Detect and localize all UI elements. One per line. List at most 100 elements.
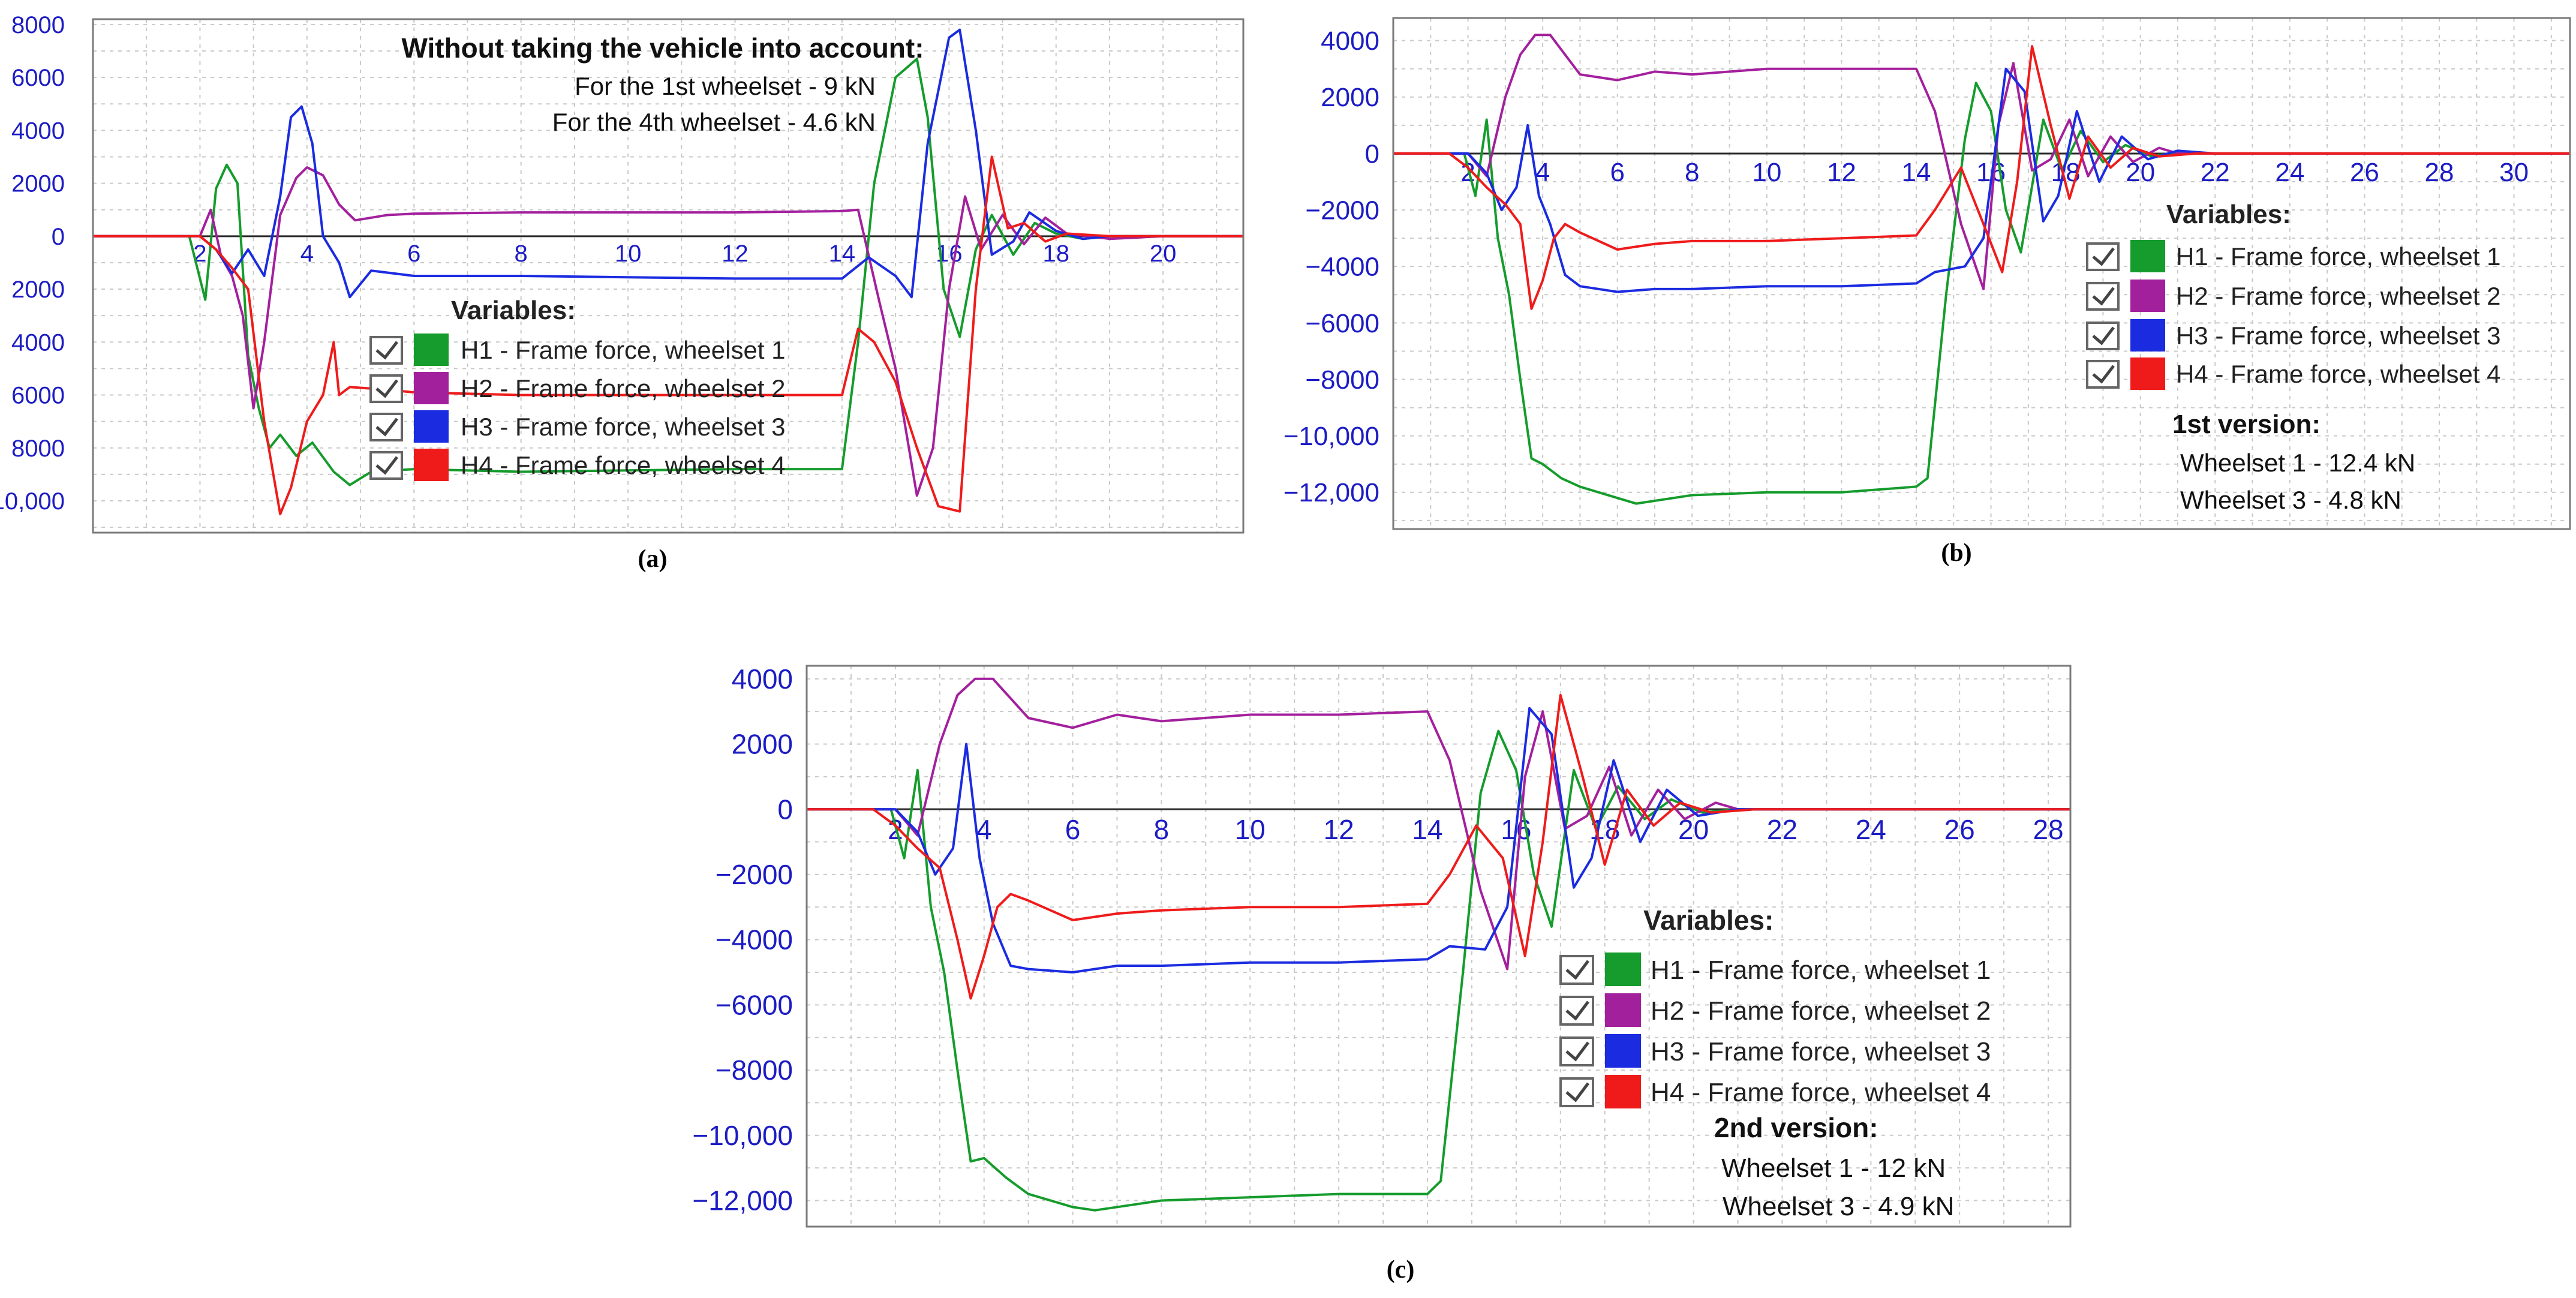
panel-c: 4000 2000 0 −2000 −4000 −6000 −8000 −10,000 −12,…	[692, 663, 2072, 1284]
legend-checkbox-a-h3[interactable]	[369, 413, 403, 441]
x-tick-label: 14	[1902, 158, 1931, 187]
x-tick-label: 24	[2275, 158, 2304, 187]
check-icon	[375, 456, 398, 475]
y-tick-label: 4000	[732, 663, 793, 695]
x-tick-label: 12	[1324, 814, 1354, 845]
legend-checkbox-c-h1[interactable]	[1559, 955, 1594, 985]
y-tick-label: 0	[52, 224, 65, 250]
legend-item-c-h2: H2 - Frame force, wheelset 2	[1559, 993, 1991, 1027]
x-tick-label: 8	[1154, 814, 1170, 845]
legend-item-b-h1: H1 - Frame force, wheelset 1	[2086, 240, 2501, 272]
caption-a: (a)	[638, 545, 668, 573]
annotation-c-1: 2nd version:	[1714, 1112, 1878, 1143]
y-tick-label: −12,000	[692, 1185, 793, 1216]
x-tick-label: 12	[1827, 158, 1856, 187]
x-tick-label: 30	[2499, 158, 2529, 187]
y-tick-label: −4000	[1305, 253, 1379, 282]
x-tick-labels-b: 2 4 6 8 10 12 14 16 18 20 22 24 26 28 30	[1460, 158, 2529, 187]
legend-swatch-b-h3	[2130, 319, 2165, 351]
check-icon	[375, 379, 398, 398]
x-tick-label: 12	[722, 241, 749, 267]
x-tick-label: 10	[615, 241, 642, 267]
x-tick-label: 10	[1235, 814, 1266, 845]
series-line-h4	[1393, 45, 2570, 310]
series-line-h4	[807, 693, 2070, 1000]
legend-swatch-c-h4	[1605, 1075, 1641, 1108]
legend-label-a-h2: H2 - Frame force, wheelset 2	[461, 374, 786, 402]
annotation-a-3: For the 4th wheelset - 4.6 kN	[552, 108, 876, 136]
x-tick-labels-a: 2 4 6 8 10 12 14 16 18 20	[193, 241, 1176, 267]
plot-frame-b	[1392, 17, 2571, 530]
legend-item-c-h1: H1 - Frame force, wheelset 1	[1559, 953, 1991, 986]
legend-swatch-a-h4	[414, 449, 449, 481]
legend-swatch-c-h3	[1605, 1034, 1641, 1068]
legend-item-a-h4: H4 - Frame force, wheelset 4	[369, 449, 786, 481]
caption-c: (c)	[1387, 1256, 1415, 1284]
y-tick-label: −4000	[716, 924, 793, 956]
legend-a: Variables: H1 - Frame force, wheelset 1 …	[369, 296, 786, 481]
annotation-a-1: Without taking the vehicle into account:	[401, 32, 924, 64]
y-tick-label: −10,000	[692, 1120, 793, 1151]
legend-checkbox-a-h4[interactable]	[369, 451, 403, 480]
caption-b: (b)	[1941, 539, 1971, 567]
y-tick-label: 4000	[1321, 26, 1379, 56]
x-tick-label: 28	[2033, 814, 2063, 845]
check-icon	[375, 417, 398, 437]
series-group-b	[1393, 34, 2570, 505]
x-tick-label: 26	[2350, 158, 2379, 187]
y-tick-label: 2000	[1321, 83, 1379, 112]
legend-checkbox-a-h2[interactable]	[369, 374, 403, 403]
annotation-c-3: Wheelset 3 - 4.9 kN	[1723, 1192, 1954, 1221]
x-tick-label: 22	[1767, 814, 1798, 845]
legend-checkbox-b-h3[interactable]	[2086, 322, 2120, 350]
legend-item-a-h3: H3 - Frame force, wheelset 3	[369, 410, 786, 443]
legend-checkbox-c-h3[interactable]	[1559, 1036, 1594, 1066]
y-tick-labels-b: 4000 2000 0 −2000 −4000 −6000 −8000 −10,000 −12,…	[1284, 26, 1379, 507]
y-tick-label: −10,000	[1284, 422, 1379, 451]
legend-label-b-h3: H3 - Frame force, wheelset 3	[2176, 322, 2501, 350]
check-icon	[2092, 247, 2115, 266]
x-tick-label: 6	[407, 241, 420, 267]
legend-checkbox-b-h4[interactable]	[2086, 360, 2120, 389]
check-icon	[2092, 326, 2115, 345]
y-tick-label: 2000	[11, 277, 65, 303]
grid-c	[806, 666, 2070, 1227]
legend-checkbox-b-h2[interactable]	[2086, 282, 2120, 311]
y-tick-label: −6000	[1305, 309, 1379, 338]
y-tick-label: 4000	[11, 329, 65, 356]
plot-area-a	[93, 19, 1243, 533]
y-tick-label: 0	[1365, 139, 1379, 169]
check-icon	[375, 341, 398, 360]
legend-label-b-h2: H2 - Frame force, wheelset 2	[2176, 282, 2501, 310]
series-line-h1	[1393, 82, 2570, 505]
check-icon	[1565, 1041, 1589, 1062]
x-tick-label: 20	[2126, 158, 2155, 187]
y-tick-label: 0	[777, 794, 793, 825]
x-tick-label: 6	[1610, 158, 1624, 187]
y-tick-label: −12,000	[1284, 478, 1379, 507]
y-tick-label: 6000	[11, 383, 65, 409]
check-icon	[2092, 287, 2115, 306]
legend-checkbox-c-h2[interactable]	[1559, 996, 1594, 1026]
legend-checkbox-c-h4[interactable]	[1559, 1077, 1594, 1107]
legend-checkbox-b-h1[interactable]	[2086, 242, 2120, 271]
x-tick-label: 14	[829, 241, 856, 267]
check-icon	[1565, 1000, 1589, 1021]
x-tick-label: 28	[2425, 158, 2454, 187]
plot-area-c	[807, 666, 2070, 1227]
legend-c: Variables: H1 - Frame force, wheelset 1 …	[1559, 905, 1991, 1108]
legend-checkbox-a-h1[interactable]	[369, 336, 403, 365]
annotation-a-2: For the 1st wheelset - 9 kN	[575, 72, 876, 100]
legend-label-a-h3: H3 - Frame force, wheelset 3	[461, 413, 786, 441]
legend-item-b-h4: H4 - Frame force, wheelset 4	[2086, 357, 2501, 390]
series-line-h1	[93, 58, 1243, 486]
x-tick-label: 24	[1856, 814, 1886, 845]
legend-swatch-a-h2	[414, 372, 449, 404]
x-tick-label: 18	[1043, 241, 1070, 267]
legend-swatch-b-h2	[2130, 280, 2165, 312]
x-tick-label: 8	[515, 241, 528, 267]
series-group-c	[807, 677, 2070, 1212]
legend-label-b-h1: H1 - Frame force, wheelset 1	[2176, 242, 2501, 271]
legend-swatch-a-h3	[414, 410, 449, 443]
